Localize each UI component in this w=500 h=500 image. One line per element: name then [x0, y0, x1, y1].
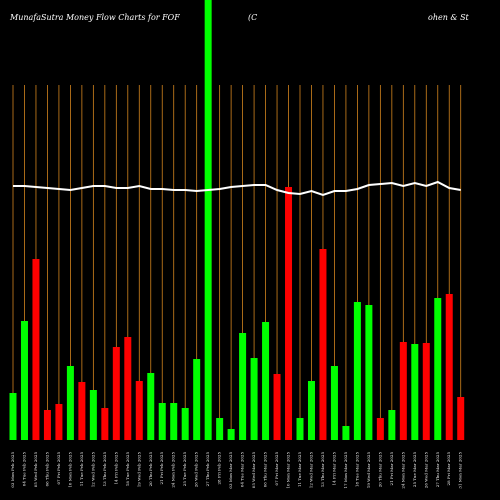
- bar: [227, 429, 235, 440]
- bar: [250, 358, 258, 440]
- x-tick-label: 26 Wed Feb 2025: [194, 452, 199, 488]
- x-tick-label: 18 Tue Feb 2025: [125, 452, 130, 487]
- bar: [101, 408, 109, 440]
- x-tick-label: 25 Tue Feb 2025: [182, 452, 187, 487]
- x-tick-label: 28 Fri Mar 2025: [446, 452, 451, 486]
- bar: [20, 321, 28, 440]
- x-tick-label: 06 Thu Mar 2025: [263, 452, 268, 488]
- bar: [399, 342, 407, 440]
- x-tick-label: 25 Tue Mar 2025: [412, 452, 417, 488]
- x-tick-label: 14 Fri Feb 2025: [113, 452, 118, 485]
- x-tick-label: 05 Wed Mar 2025: [251, 452, 256, 489]
- x-tick-label: 12 Wed Mar 2025: [308, 452, 313, 489]
- subtitle: (C: [248, 13, 257, 22]
- bar: [388, 410, 396, 440]
- x-tick-label: 12 Wed Feb 2025: [90, 452, 95, 488]
- bar: [330, 366, 338, 440]
- x-tick-label: 03 Mon Feb 2025: [10, 452, 15, 488]
- x-tick-label: 28 Fri Feb 2025: [217, 452, 222, 485]
- bar: [239, 333, 247, 440]
- bar: [89, 390, 97, 440]
- x-tick-label: 26 Wed Mar 2025: [423, 452, 428, 489]
- bar: [9, 393, 17, 440]
- bar: [193, 359, 201, 440]
- bar: [181, 408, 189, 440]
- x-tick-label: 24 Mon Mar 2025: [400, 452, 405, 489]
- x-tick-label: 19 Wed Feb 2025: [136, 452, 141, 488]
- bar: [55, 404, 63, 440]
- line: [13, 180, 461, 197]
- bars: [9, 0, 465, 440]
- x-tick-label: 07 Fri Mar 2025: [274, 452, 279, 486]
- bar: [170, 403, 178, 440]
- bar: [78, 382, 86, 440]
- bar: [32, 259, 40, 440]
- x-tick-label: 19 Wed Mar 2025: [366, 452, 371, 489]
- x-tick-label: 10 Mon Feb 2025: [67, 452, 72, 488]
- x-tick-label: 27 Thu Feb 2025: [205, 452, 210, 487]
- subtitle: ohen & St: [428, 13, 470, 22]
- chart-title: MunafaSutra Money Flow Charts for FOF: [9, 13, 180, 22]
- bar: [411, 344, 419, 440]
- bar: [457, 397, 465, 440]
- bar: [285, 187, 293, 440]
- bar: [135, 381, 143, 440]
- bar: [365, 305, 373, 440]
- x-tick-label: 31 Mon Mar 2025: [458, 452, 463, 489]
- bar: [273, 374, 281, 440]
- bar: [216, 418, 224, 440]
- x-tick-label: 04 Tue Mar 2025: [240, 452, 245, 488]
- x-tick-label: 11 Tue Feb 2025: [79, 452, 84, 487]
- bar: [124, 337, 132, 440]
- bar: [307, 381, 315, 440]
- bar: [445, 294, 453, 440]
- bar: [204, 0, 212, 440]
- bar: [376, 418, 384, 440]
- bar: [319, 249, 327, 440]
- x-tick-label: 13 Thu Feb 2025: [102, 452, 107, 487]
- x-tick-label: 24 Mon Feb 2025: [171, 452, 176, 488]
- x-tick-label: 13 Thu Mar 2025: [320, 452, 325, 488]
- x-tick-label: 21 Fri Mar 2025: [389, 452, 394, 486]
- bar: [66, 366, 74, 440]
- x-tick-label: 17 Mon Mar 2025: [343, 452, 348, 489]
- x-tick-label: 27 Thu Mar 2025: [435, 452, 440, 488]
- bar: [296, 418, 304, 440]
- x-tick-label: 10 Mon Mar 2025: [286, 452, 291, 489]
- x-tick-label: 14 Fri Mar 2025: [331, 452, 336, 486]
- x-tick-label: 18 Tue Mar 2025: [354, 452, 359, 488]
- x-tick-label: 20 Thu Feb 2025: [148, 452, 153, 487]
- x-tick-label: 21 Fri Feb 2025: [159, 452, 164, 485]
- bar: [434, 298, 442, 440]
- x-tick-label: 11 Tue Mar 2025: [297, 452, 302, 488]
- bar: [158, 403, 166, 440]
- x-tick-label: 07 Fri Feb 2025: [56, 452, 61, 485]
- bar: [422, 343, 430, 440]
- bar: [43, 410, 51, 440]
- bar: [262, 322, 270, 440]
- bar: [147, 373, 155, 440]
- bar: [112, 347, 120, 440]
- bar: [353, 302, 361, 440]
- x-tick-label: 05 Wed Feb 2025: [33, 452, 38, 488]
- x-tick-label: 20 Thu Mar 2025: [377, 452, 382, 488]
- bar: [342, 426, 350, 440]
- x-tick-label: 04 Tue Feb 2025: [21, 452, 26, 487]
- x-tick-label: 06 Thu Feb 2025: [44, 452, 49, 487]
- x-tick-label: 03 Mon Mar 2025: [228, 452, 233, 489]
